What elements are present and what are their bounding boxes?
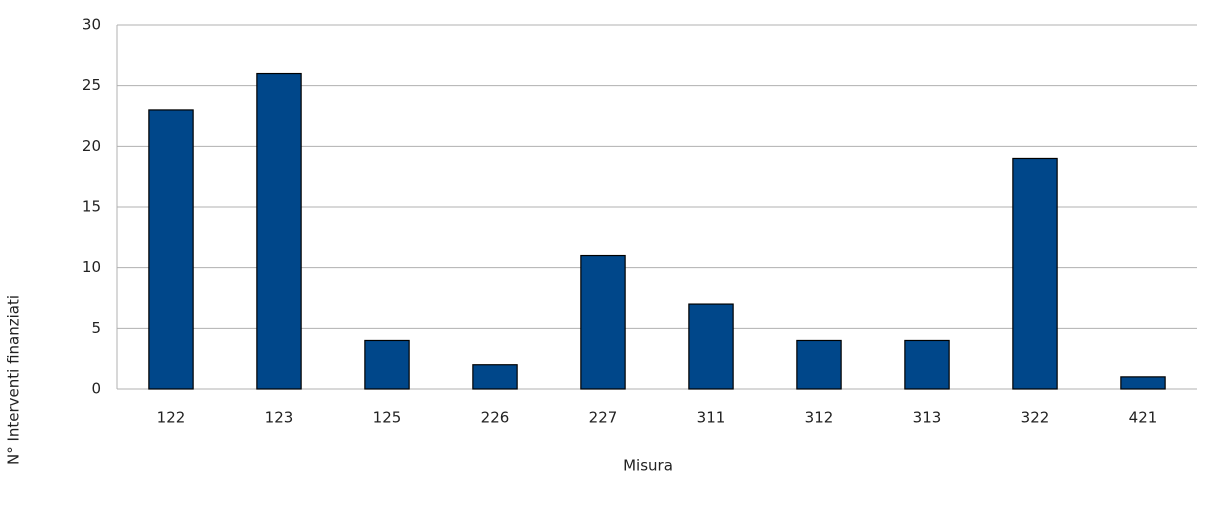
- x-tick-label: 313: [913, 409, 942, 427]
- y-tick-label: 15: [82, 198, 101, 216]
- x-tick-label: 421: [1129, 409, 1158, 427]
- y-tick-label: 30: [82, 16, 101, 34]
- bar: [796, 339, 842, 390]
- bar: [1120, 376, 1166, 390]
- y-tick-label: 25: [82, 76, 101, 94]
- bar: [256, 72, 302, 390]
- y-axis-label: N° Interventi finanziati: [5, 295, 23, 465]
- x-tick-label: 312: [805, 409, 834, 427]
- bar: [580, 254, 626, 390]
- y-tick-label: 10: [82, 258, 101, 276]
- y-tick-label: 0: [91, 380, 101, 398]
- y-tick-label: 20: [82, 137, 101, 155]
- x-tick-label: 322: [1021, 409, 1050, 427]
- bar: [688, 303, 734, 390]
- x-axis-label: Misura: [623, 457, 673, 475]
- bar: [364, 339, 410, 390]
- y-tick-label: 5: [91, 319, 101, 337]
- bar: [904, 339, 950, 390]
- bar: [1012, 157, 1058, 390]
- x-tick-label: 123: [265, 409, 294, 427]
- bar: [472, 364, 518, 390]
- bar: [148, 109, 194, 390]
- x-tick-label: 122: [157, 409, 186, 427]
- x-tick-label: 311: [697, 409, 726, 427]
- x-tick-label: 226: [481, 409, 510, 427]
- x-tick-label: 125: [373, 409, 402, 427]
- x-tick-label: 227: [589, 409, 618, 427]
